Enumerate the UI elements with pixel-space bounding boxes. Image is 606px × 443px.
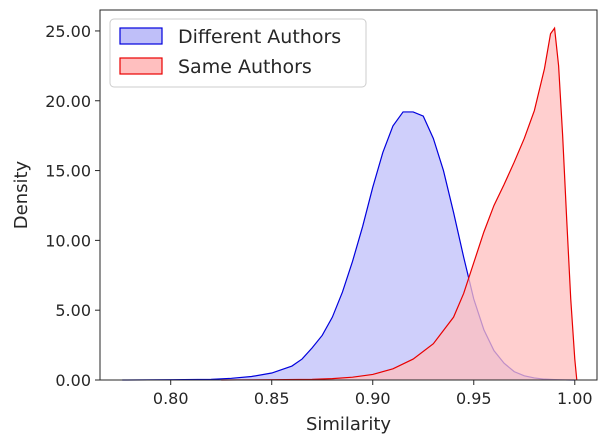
- x-tick-label: 0.85: [254, 389, 290, 408]
- y-tick-label: 0.00: [55, 371, 91, 390]
- plot-frame: [99, 9, 598, 381]
- x-tick-label: 1.00: [557, 389, 593, 408]
- y-axis-title: Density: [11, 160, 32, 229]
- y-tick-label: 25.00: [45, 22, 91, 41]
- legend-label-different-authors: Different Authors: [178, 26, 341, 48]
- x-tick-label: 0.80: [153, 389, 189, 408]
- x-tick-label: 0.90: [355, 389, 391, 408]
- legend-swatch-different-authors: [119, 27, 163, 45]
- y-tick-label: 10.00: [45, 231, 91, 250]
- y-axis: 0.00 5.00 10.00 15.00 20.00 25.00: [45, 22, 100, 390]
- series-layer: [122, 26, 578, 381]
- x-axis-title: Similarity: [306, 414, 391, 435]
- legend: Different Authors Same Authors: [109, 18, 367, 88]
- x-tick-label: 0.95: [456, 389, 492, 408]
- y-tick-label: 20.00: [45, 92, 91, 111]
- y-tick-label: 5.00: [55, 301, 91, 320]
- legend-label-same-authors: Same Authors: [178, 56, 312, 78]
- legend-swatch-same-authors: [119, 57, 163, 75]
- x-axis: 0.80 0.85 0.90 0.95 1.00: [153, 380, 593, 408]
- series-line-same-authors: [221, 26, 578, 381]
- legend-box: [109, 18, 367, 88]
- series-area-same-authors: [221, 28, 577, 381]
- y-tick-label: 15.00: [45, 162, 91, 181]
